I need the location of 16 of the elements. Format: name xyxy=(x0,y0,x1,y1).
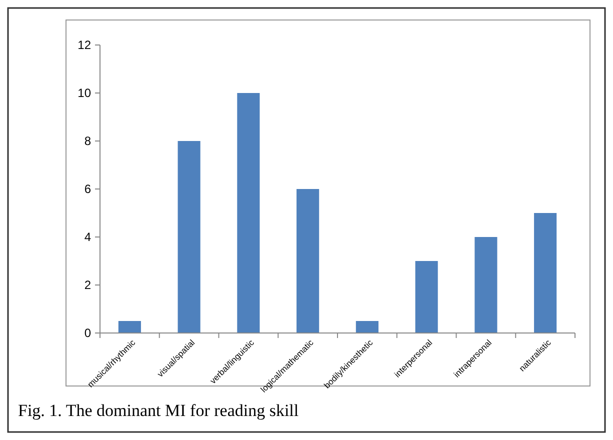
bar xyxy=(178,141,200,333)
y-tick-label: 2 xyxy=(84,278,92,292)
caption: Fig. 1. The dominant MI for reading skill xyxy=(18,401,299,420)
bar xyxy=(474,237,498,333)
bar xyxy=(415,261,438,333)
bar xyxy=(356,321,378,333)
y-tick-label: 8 xyxy=(84,134,92,148)
y-tick-label: 6 xyxy=(84,182,92,196)
y-tick-label: 0 xyxy=(84,326,92,340)
bar xyxy=(296,189,320,333)
bar xyxy=(118,321,141,333)
y-tick-label: 12 xyxy=(78,38,92,52)
bar xyxy=(237,93,260,333)
bar xyxy=(534,213,557,333)
y-tick-label: 4 xyxy=(84,230,92,244)
y-tick-label: 10 xyxy=(78,86,92,100)
